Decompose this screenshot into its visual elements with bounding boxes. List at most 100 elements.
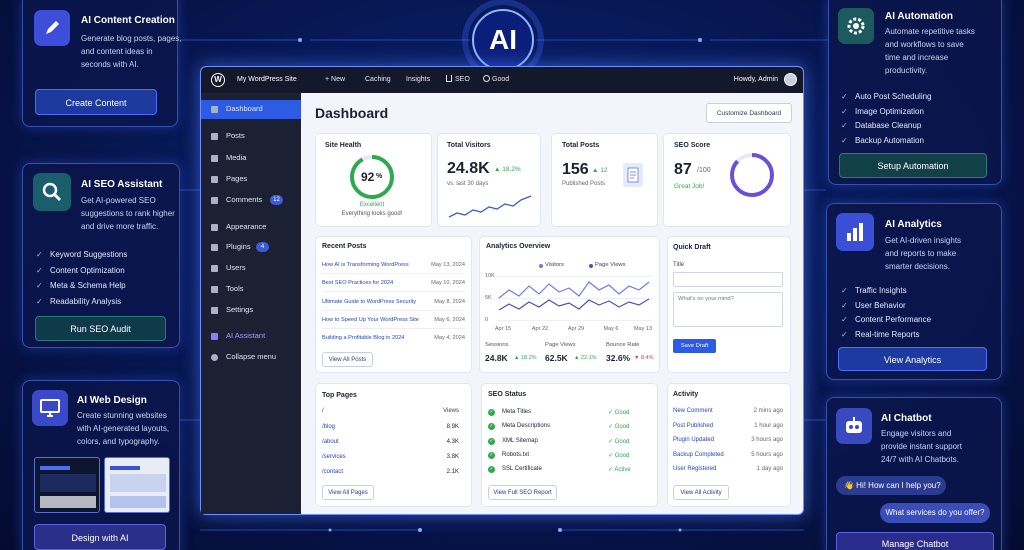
thumb-block (110, 466, 140, 470)
panel-title: AI Content Creation (81, 15, 175, 26)
draft-textarea[interactable] (673, 292, 783, 327)
panel-button[interactable]: Design with AI (34, 524, 166, 550)
panel-title: AI Chatbot (881, 413, 932, 424)
toolbar-item[interactable]: Caching (365, 76, 391, 83)
thumb-block (40, 466, 70, 470)
toolbar-item[interactable]: Insights (406, 76, 431, 83)
grid-line (497, 298, 653, 299)
panel-icon (836, 213, 874, 251)
card-button[interactable]: View All Pages (322, 485, 374, 500)
analytics-stat-label: Sessions (485, 342, 509, 348)
toolbar-item[interactable]: + New (325, 76, 346, 83)
menu-item[interactable]: Posts (226, 131, 245, 140)
admin-bar (201, 67, 803, 93)
stat-change: ▲ 18.2% (494, 166, 521, 173)
post-date: May 6, 2024 (434, 316, 465, 323)
panel-icon (838, 8, 874, 44)
card-button[interactable]: View All Posts (322, 352, 373, 367)
health-unit: % (376, 173, 383, 180)
analytics-stat-change: ▲ 18.2% (514, 355, 537, 361)
x-axis-label: Apr 15 (494, 326, 512, 332)
title-input[interactable] (673, 272, 783, 287)
menu-item[interactable]: Media (226, 153, 247, 162)
panel-button[interactable]: Setup Automation (839, 153, 987, 178)
health-note: Everything looks good! (341, 211, 403, 217)
panel-description: smarter decisions. (885, 262, 950, 271)
column-header: / (322, 408, 324, 414)
stat-value: 24.8K (447, 160, 490, 177)
ai-badge: AI (489, 24, 517, 55)
thumb-block (110, 474, 166, 492)
x-axis-label: May 13 (633, 326, 653, 332)
menu-icon (211, 333, 218, 340)
menu-badge: 4 (256, 242, 269, 252)
check-icon: ✓ (36, 250, 43, 259)
divider (322, 273, 465, 274)
sidebar (201, 93, 301, 514)
menu-icon (211, 224, 218, 231)
check-icon: ✓ (841, 121, 848, 131)
menu-item[interactable]: Settings (226, 305, 254, 314)
menu-item[interactable]: Appearance (226, 222, 267, 231)
menu-item[interactable]: Pages (226, 174, 248, 183)
menu-item[interactable]: AI Assistant (226, 331, 266, 340)
analytics-stat-value: 32.6% (606, 353, 631, 363)
status-value: ✓ Good (608, 424, 630, 431)
feature-item: Keyword Suggestions (50, 250, 128, 259)
panel-icon (836, 408, 872, 444)
panel-description: Generate blog posts, pages, (81, 34, 182, 43)
status-check: ✓ (488, 437, 495, 445)
menu-icon (211, 197, 218, 204)
stat-max: /100 (697, 167, 711, 174)
feature-item: Readability Analysis (50, 297, 122, 307)
status-item: SSL Certificate (502, 466, 542, 473)
divider (322, 309, 465, 311)
panel-button[interactable]: Manage Chatbot (836, 532, 994, 550)
menu-item[interactable]: Collapse menu (226, 352, 277, 361)
page-views: 4.3K (446, 439, 459, 445)
card-button[interactable]: View Full SEO Report (488, 485, 557, 500)
card-title: SEO Status (488, 391, 527, 398)
analytics-stat-value: 62.5K (545, 353, 568, 363)
panel-description: Engage visitors and (881, 429, 952, 438)
ring-arc (730, 153, 774, 197)
toolbar-item[interactable]: Good (492, 76, 510, 83)
menu-icon (211, 155, 218, 162)
panel-description: and reports to make (885, 249, 957, 258)
stat-value: 156 (562, 161, 589, 178)
check-icon: ✓ (841, 286, 848, 295)
menu-item[interactable]: Tools (226, 284, 244, 293)
menu-item[interactable]: Comments (226, 195, 263, 204)
menu-item[interactable]: Dashboard (226, 104, 263, 113)
panel-button[interactable]: Run SEO Audit (35, 316, 166, 341)
card (437, 133, 541, 227)
stat-value: 87 (674, 161, 692, 178)
check-icon: ✓ (36, 281, 43, 291)
panel-description: Create stunning websites (77, 411, 167, 420)
menu-icon (211, 106, 218, 113)
card-button[interactable]: View All Activity (673, 485, 729, 500)
panel-button[interactable]: View Analytics (838, 347, 987, 371)
menu-item[interactable]: Users (226, 263, 246, 272)
health-status: Excellent (359, 202, 385, 208)
legend-label: Visitors (545, 262, 564, 268)
panel-description: 24/7 with AI Chatbots. (881, 455, 959, 464)
toolbar-item[interactable]: SEO (455, 76, 470, 83)
panel-description: suggestions to rank higher (81, 209, 175, 218)
analytics-stat-change: ▼ 8.4% (634, 355, 654, 361)
thumb-block (40, 496, 96, 508)
customize-button[interactable]: Customize Dashboard (706, 103, 792, 123)
panel-button[interactable]: Create Content (35, 89, 157, 115)
menu-icon (211, 133, 218, 140)
panel-description: seconds with AI. (81, 60, 139, 69)
divider (322, 327, 465, 329)
post-link: Ultimate Guide to WordPress Security (322, 298, 417, 305)
save-draft-button[interactable]: Save Draft (673, 339, 716, 353)
menu-item[interactable]: Plugins (226, 242, 251, 251)
menu-badge: 12 (270, 195, 283, 205)
grid-line (497, 320, 653, 321)
x-axis-label: May 6 (603, 326, 619, 332)
panel-description: and workflows to save (885, 40, 964, 49)
status-value: ✓ Active (608, 467, 631, 474)
